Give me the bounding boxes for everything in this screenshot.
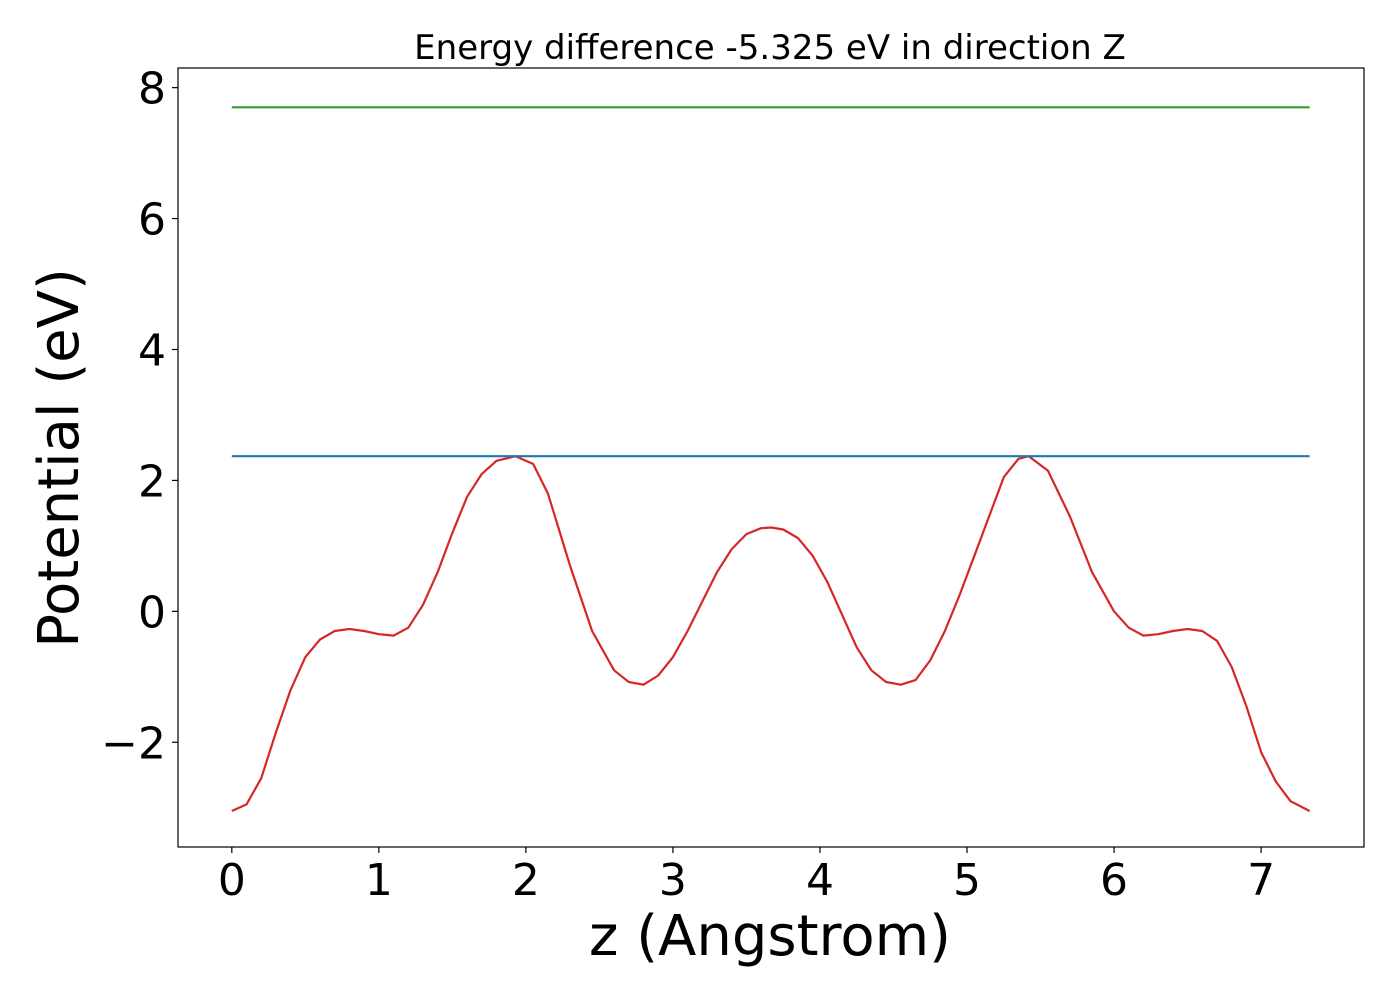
y-axis-label: Potential (eV): [27, 268, 92, 648]
y-axis: −2 0 2 4 6 8: [101, 64, 178, 769]
series-layer: [231, 106, 1311, 813]
series-line-1: [231, 455, 1311, 813]
x-axis-label: z (Angstrom): [589, 904, 951, 969]
y-tick-label: 4: [138, 325, 166, 376]
chart-title: Energy difference -5.325 eV in direction…: [414, 28, 1126, 68]
x-tick-label: 2: [512, 855, 540, 906]
plot-frame: [177, 67, 1365, 848]
x-tick-label: 5: [953, 855, 981, 906]
x-tick-label: 3: [659, 855, 687, 906]
x-tick-label: 0: [218, 855, 246, 906]
x-tick-label: 1: [365, 855, 393, 906]
x-tick-label: 4: [806, 855, 834, 906]
y-tick-label: 6: [138, 195, 166, 246]
x-tick-label: 7: [1247, 855, 1275, 906]
x-axis: 0 1 2 3 4 5 6 7: [218, 847, 1275, 906]
y-tick-label: −2: [101, 718, 166, 769]
y-tick-label: 0: [138, 587, 166, 638]
y-tick-label: 8: [138, 64, 166, 115]
y-tick-label: 2: [138, 456, 166, 507]
x-tick-label: 6: [1100, 855, 1128, 906]
